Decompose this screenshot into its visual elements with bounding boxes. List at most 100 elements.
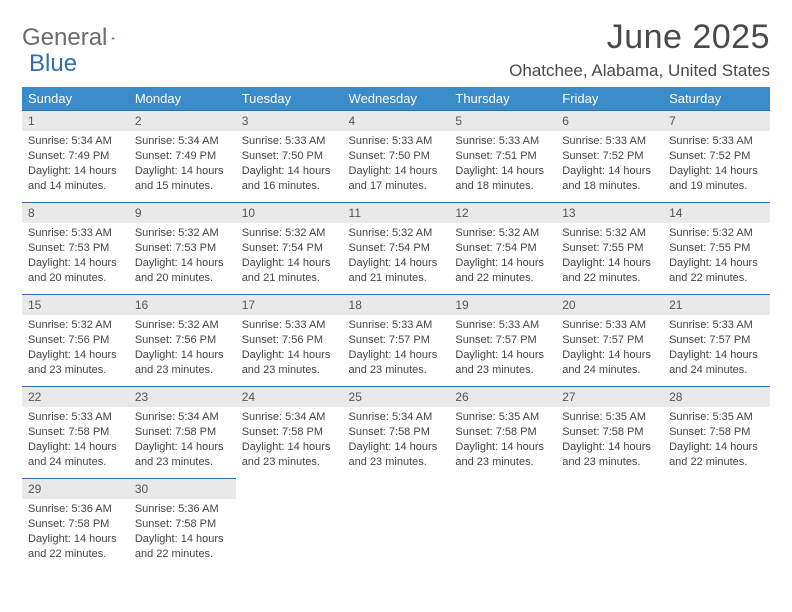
calendar-cell: 11Sunrise: 5:32 AMSunset: 7:54 PMDayligh…	[343, 202, 450, 294]
calendar-cell	[236, 478, 343, 570]
daylight-line: Daylight: 14 hours and 23 minutes.	[242, 440, 337, 470]
sunset-line: Sunset: 7:58 PM	[135, 425, 230, 440]
sunset-line: Sunset: 7:57 PM	[669, 333, 764, 348]
day-body: Sunrise: 5:33 AMSunset: 7:53 PMDaylight:…	[22, 223, 129, 289]
day-number: 22	[22, 386, 129, 407]
day-number: 15	[22, 294, 129, 315]
day-number: 3	[236, 110, 343, 131]
day-number: 19	[449, 294, 556, 315]
day-body: Sunrise: 5:32 AMSunset: 7:56 PMDaylight:…	[129, 315, 236, 381]
day-body: Sunrise: 5:33 AMSunset: 7:50 PMDaylight:…	[236, 131, 343, 197]
day-number: 30	[129, 478, 236, 499]
sunrise-line: Sunrise: 5:33 AM	[242, 134, 337, 149]
weekday-header: Wednesday	[343, 87, 450, 110]
day-body: Sunrise: 5:34 AMSunset: 7:49 PMDaylight:…	[129, 131, 236, 197]
daylight-line: Daylight: 14 hours and 23 minutes.	[135, 348, 230, 378]
calendar-cell: 21Sunrise: 5:33 AMSunset: 7:57 PMDayligh…	[663, 294, 770, 386]
day-body: Sunrise: 5:33 AMSunset: 7:52 PMDaylight:…	[663, 131, 770, 197]
day-number: 12	[449, 202, 556, 223]
sunset-line: Sunset: 7:58 PM	[242, 425, 337, 440]
day-number: 26	[449, 386, 556, 407]
sunset-line: Sunset: 7:58 PM	[28, 425, 123, 440]
calendar-cell: 20Sunrise: 5:33 AMSunset: 7:57 PMDayligh…	[556, 294, 663, 386]
sunset-line: Sunset: 7:58 PM	[669, 425, 764, 440]
day-number: 21	[663, 294, 770, 315]
daylight-line: Daylight: 14 hours and 14 minutes.	[28, 164, 123, 194]
sunset-line: Sunset: 7:56 PM	[28, 333, 123, 348]
daylight-line: Daylight: 14 hours and 23 minutes.	[349, 348, 444, 378]
sunrise-line: Sunrise: 5:33 AM	[349, 134, 444, 149]
day-body: Sunrise: 5:35 AMSunset: 7:58 PMDaylight:…	[556, 407, 663, 473]
sunset-line: Sunset: 7:52 PM	[562, 149, 657, 164]
calendar-cell: 25Sunrise: 5:34 AMSunset: 7:58 PMDayligh…	[343, 386, 450, 478]
sunrise-line: Sunrise: 5:33 AM	[455, 318, 550, 333]
weekday-header: Monday	[129, 87, 236, 110]
sunrise-line: Sunrise: 5:32 AM	[349, 226, 444, 241]
calendar-cell: 10Sunrise: 5:32 AMSunset: 7:54 PMDayligh…	[236, 202, 343, 294]
sunset-line: Sunset: 7:57 PM	[349, 333, 444, 348]
weekday-header: Thursday	[449, 87, 556, 110]
day-number: 6	[556, 110, 663, 131]
day-body: Sunrise: 5:33 AMSunset: 7:57 PMDaylight:…	[343, 315, 450, 381]
day-body: Sunrise: 5:32 AMSunset: 7:54 PMDaylight:…	[343, 223, 450, 289]
calendar-cell	[343, 478, 450, 570]
calendar-cell: 2Sunrise: 5:34 AMSunset: 7:49 PMDaylight…	[129, 110, 236, 202]
sunset-line: Sunset: 7:58 PM	[349, 425, 444, 440]
day-number: 20	[556, 294, 663, 315]
logo-text-1: General	[22, 24, 107, 52]
day-number: 7	[663, 110, 770, 131]
calendar-cell: 4Sunrise: 5:33 AMSunset: 7:50 PMDaylight…	[343, 110, 450, 202]
sunset-line: Sunset: 7:56 PM	[135, 333, 230, 348]
sunrise-line: Sunrise: 5:35 AM	[455, 410, 550, 425]
weekday-header: Tuesday	[236, 87, 343, 110]
calendar-cell: 8Sunrise: 5:33 AMSunset: 7:53 PMDaylight…	[22, 202, 129, 294]
sunrise-line: Sunrise: 5:33 AM	[28, 226, 123, 241]
day-body: Sunrise: 5:34 AMSunset: 7:58 PMDaylight:…	[343, 407, 450, 473]
calendar-cell: 1Sunrise: 5:34 AMSunset: 7:49 PMDaylight…	[22, 110, 129, 202]
day-body: Sunrise: 5:33 AMSunset: 7:50 PMDaylight:…	[343, 131, 450, 197]
sunset-line: Sunset: 7:49 PM	[135, 149, 230, 164]
sunrise-line: Sunrise: 5:34 AM	[28, 134, 123, 149]
sunrise-line: Sunrise: 5:32 AM	[28, 318, 123, 333]
sunrise-line: Sunrise: 5:32 AM	[562, 226, 657, 241]
day-number: 23	[129, 386, 236, 407]
sunset-line: Sunset: 7:54 PM	[242, 241, 337, 256]
weekday-header-row: Sunday Monday Tuesday Wednesday Thursday…	[22, 87, 770, 110]
calendar-cell: 7Sunrise: 5:33 AMSunset: 7:52 PMDaylight…	[663, 110, 770, 202]
sunrise-line: Sunrise: 5:32 AM	[242, 226, 337, 241]
calendar-cell: 30Sunrise: 5:36 AMSunset: 7:58 PMDayligh…	[129, 478, 236, 570]
day-number: 16	[129, 294, 236, 315]
weekday-header: Sunday	[22, 87, 129, 110]
day-number: 8	[22, 202, 129, 223]
day-body: Sunrise: 5:34 AMSunset: 7:49 PMDaylight:…	[22, 131, 129, 197]
day-body: Sunrise: 5:33 AMSunset: 7:52 PMDaylight:…	[556, 131, 663, 197]
sunrise-line: Sunrise: 5:35 AM	[669, 410, 764, 425]
day-body: Sunrise: 5:32 AMSunset: 7:55 PMDaylight:…	[663, 223, 770, 289]
logo: General	[22, 18, 135, 52]
day-number: 11	[343, 202, 450, 223]
daylight-line: Daylight: 14 hours and 22 minutes.	[562, 256, 657, 286]
calendar-cell: 14Sunrise: 5:32 AMSunset: 7:55 PMDayligh…	[663, 202, 770, 294]
calendar-cell: 5Sunrise: 5:33 AMSunset: 7:51 PMDaylight…	[449, 110, 556, 202]
calendar-cell	[556, 478, 663, 570]
day-body: Sunrise: 5:32 AMSunset: 7:53 PMDaylight:…	[129, 223, 236, 289]
calendar-cell: 24Sunrise: 5:34 AMSunset: 7:58 PMDayligh…	[236, 386, 343, 478]
day-body: Sunrise: 5:34 AMSunset: 7:58 PMDaylight:…	[236, 407, 343, 473]
day-number: 5	[449, 110, 556, 131]
sunset-line: Sunset: 7:50 PM	[349, 149, 444, 164]
sunrise-line: Sunrise: 5:33 AM	[455, 134, 550, 149]
day-number: 9	[129, 202, 236, 223]
calendar-row: 22Sunrise: 5:33 AMSunset: 7:58 PMDayligh…	[22, 386, 770, 478]
day-body: Sunrise: 5:33 AMSunset: 7:58 PMDaylight:…	[22, 407, 129, 473]
day-body: Sunrise: 5:36 AMSunset: 7:58 PMDaylight:…	[22, 499, 129, 565]
calendar-cell: 23Sunrise: 5:34 AMSunset: 7:58 PMDayligh…	[129, 386, 236, 478]
daylight-line: Daylight: 14 hours and 22 minutes.	[135, 532, 230, 562]
daylight-line: Daylight: 14 hours and 19 minutes.	[669, 164, 764, 194]
daylight-line: Daylight: 14 hours and 22 minutes.	[28, 532, 123, 562]
daylight-line: Daylight: 14 hours and 21 minutes.	[349, 256, 444, 286]
sunset-line: Sunset: 7:54 PM	[349, 241, 444, 256]
sunrise-line: Sunrise: 5:34 AM	[349, 410, 444, 425]
day-number: 28	[663, 386, 770, 407]
sunset-line: Sunset: 7:53 PM	[135, 241, 230, 256]
calendar-cell: 18Sunrise: 5:33 AMSunset: 7:57 PMDayligh…	[343, 294, 450, 386]
